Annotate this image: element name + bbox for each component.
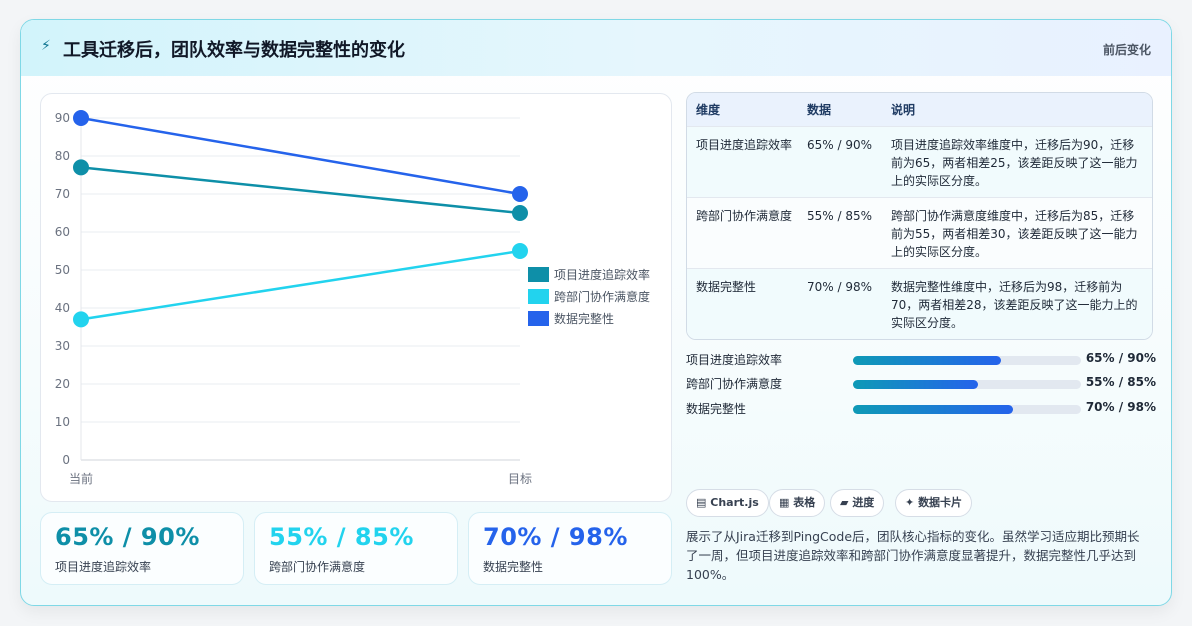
progress-track xyxy=(853,356,1081,365)
table-row: 跨部门协作满意度 55% / 85% 跨部门协作满意度维度中，迁移后为85，迁移… xyxy=(687,197,1152,268)
table-row: 数据完整性 70% / 98% 数据完整性维度中，迁移后为98，迁移前为70，两… xyxy=(687,268,1152,339)
card-title: 工具迁移后，团队效率与数据完整性的变化 xyxy=(63,40,405,61)
y-tick-label: 40 xyxy=(55,301,70,315)
legend-swatch xyxy=(528,311,549,326)
chip-label: 表格 xyxy=(793,496,816,509)
table-header-row: 维度 数据 说明 xyxy=(687,93,1152,126)
stat-card: 65% / 90% 项目进度追踪效率 xyxy=(40,512,244,585)
y-tick-label: 60 xyxy=(55,225,70,239)
stat-label: 数据完整性 xyxy=(483,560,544,574)
progress-fill xyxy=(853,356,1002,365)
progress-label: 数据完整性 xyxy=(686,402,747,416)
description-text: 展示了从Jira迁移到PingCode后，团队核心指标的变化。虽然学习适应期比预… xyxy=(686,529,1140,582)
progress-label: 项目进度追踪效率 xyxy=(686,353,783,367)
series-line xyxy=(80,166,521,215)
table-cell-dimension: 数据完整性 xyxy=(696,280,757,294)
table-cell-data: 55% / 85% xyxy=(807,209,873,223)
data-point xyxy=(512,243,528,259)
progress-value: 55% / 85% xyxy=(1085,375,1156,389)
y-tick-label: 70 xyxy=(55,187,70,201)
tag-chip-table[interactable]: ▦ 表格 xyxy=(769,489,826,517)
progress-value: 65% / 90% xyxy=(1085,351,1156,365)
table-cell-dimension: 跨部门协作满意度 xyxy=(696,209,793,223)
stat-card: 70% / 98% 数据完整性 xyxy=(468,512,672,585)
line-chart: 0 10 20 30 40 50 60 70 80 90 当前 目标 项目进度追踪效率 跨部门协作满意度数… xyxy=(40,93,672,502)
tag-chip-chartjs[interactable]: ▤ Chart.js xyxy=(686,489,769,517)
card-header: ⚡ 工具迁移后，团队效率与数据完整性的变化 前后变化 xyxy=(21,20,1171,76)
table-header-dimension: 维度 xyxy=(696,103,721,117)
table-row: 项目进度追踪效率 65% / 90% 项目进度追踪效率维度中，迁移后为90，迁移… xyxy=(687,126,1152,197)
chip-label: 进度 xyxy=(852,496,875,509)
data-point xyxy=(73,311,89,328)
sparkle-icon: ✦ xyxy=(905,496,915,509)
tag-chip-progress[interactable]: ▰ 进度 xyxy=(830,489,885,517)
header-badge: 前后变化 xyxy=(1102,43,1151,57)
data-point xyxy=(512,186,528,202)
y-tick-label: 30 xyxy=(55,339,70,353)
progress-fill xyxy=(853,405,1013,414)
table-cell-data: 70% / 98% xyxy=(807,280,873,294)
stat-value: 65% / 90% xyxy=(55,523,200,551)
stat-label: 项目进度追踪效率 xyxy=(55,560,152,574)
stat-value: 70% / 98% xyxy=(483,523,628,551)
y-tick-label: 0 xyxy=(62,453,70,467)
data-point xyxy=(73,110,89,126)
x-tick-label: 目标 xyxy=(508,472,532,486)
y-tick-label: 10 xyxy=(55,415,70,429)
y-tick-label: 90 xyxy=(55,111,70,125)
progress-item: 数据完整性 70% / 98% xyxy=(686,398,1156,418)
chart-icon: ▤ xyxy=(696,496,707,509)
progress-track xyxy=(853,405,1081,414)
x-tick-label: 当前 xyxy=(69,471,93,486)
legend-label: 跨部门协作满意度 xyxy=(554,289,650,304)
table-cell-note: 项目进度追踪效率维度中，迁移后为90，迁移前为65，两者相差25，该差距反映了这… xyxy=(891,138,1138,188)
table-cell-data: 65% / 90% xyxy=(807,138,873,152)
stat-value: 55% / 85% xyxy=(269,523,414,551)
table-cell-note: 跨部门协作满意度维度中，迁移后为85，迁移前为55，两者相差30，该差距反映了这… xyxy=(891,209,1138,259)
progress-item: 跨部门协作满意度 55% / 85% xyxy=(686,373,1156,393)
series-line xyxy=(80,116,521,196)
legend-swatch xyxy=(528,289,549,304)
chip-label: Chart.js xyxy=(710,496,759,509)
line-chart-svg: 0 10 20 30 40 50 60 70 80 90 当前 目标 项目进度追踪效率跨部门协作满意度数… xyxy=(55,110,650,486)
y-tick-label: 20 xyxy=(55,377,70,391)
progress-fill xyxy=(853,380,979,389)
table-header-data: 数据 xyxy=(807,103,832,117)
progress-track xyxy=(853,380,1081,389)
stat-card: 55% / 85% 跨部门协作满意度 xyxy=(254,512,458,585)
progress-icon: ▰ xyxy=(840,496,849,509)
data-point xyxy=(73,159,89,176)
stat-label: 跨部门协作满意度 xyxy=(269,560,366,574)
chip-label: 数据卡片 xyxy=(918,496,963,509)
series-line xyxy=(80,249,521,321)
main-card: ⚡ 工具迁移后，团队效率与数据完整性的变化 前后变化 0 10 20 30 40 50 60… xyxy=(20,19,1172,606)
y-tick-label: 50 xyxy=(55,263,70,277)
data-point xyxy=(512,205,528,221)
tag-chip-data-card[interactable]: ✦ 数据卡片 xyxy=(895,489,973,517)
progress-value: 70% / 98% xyxy=(1085,400,1156,414)
data-table: 维度 数据 说明 项目进度追踪效率 65% / 90% 项目进度追踪效率维度中，… xyxy=(686,92,1153,340)
progress-item: 项目进度追踪效率 65% / 90% xyxy=(686,349,1156,369)
table-icon: ▦ xyxy=(779,496,790,509)
bolt-icon: ⚡ xyxy=(41,38,51,54)
y-tick-label: 80 xyxy=(55,149,70,163)
table-cell-dimension: 项目进度追踪效率 xyxy=(696,138,793,152)
table-cell-note: 数据完整性维度中，迁移后为98，迁移前为70，两者相差28，该差距反映了这一能力… xyxy=(891,280,1138,330)
table-header-note: 说明 xyxy=(891,103,916,117)
legend-label: 数据完整性 xyxy=(554,311,614,326)
legend-label: 项目进度追踪效率 xyxy=(554,267,650,282)
legend-swatch xyxy=(528,267,549,282)
progress-label: 跨部门协作满意度 xyxy=(686,377,783,391)
